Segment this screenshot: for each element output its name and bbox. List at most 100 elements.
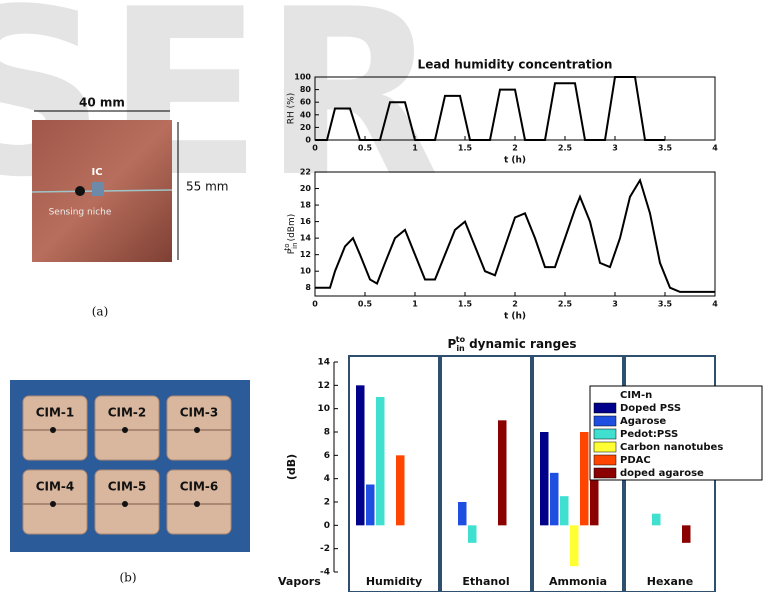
y-tick-label: 4 <box>324 474 330 484</box>
x-tick-label: 0 <box>312 300 318 309</box>
x-tick-label: 1.5 <box>458 300 473 309</box>
bar <box>540 432 549 526</box>
legend-label: PDAC <box>620 455 651 466</box>
module-dot <box>194 427 200 433</box>
y-tick-label: 80 <box>300 85 312 94</box>
y-tick-label: -2 <box>320 544 330 554</box>
ic-chip <box>92 182 104 196</box>
x-tick-label: 3 <box>612 300 618 309</box>
y-tick-label: 100 <box>294 73 311 82</box>
x-tick-label: Hexane <box>647 575 693 588</box>
module-dot <box>50 501 56 507</box>
bar <box>458 502 467 526</box>
category-box <box>440 355 532 592</box>
x-tick-label: Ethanol <box>462 575 509 588</box>
x-tick-label: 3.5 <box>658 300 673 309</box>
bar <box>366 484 375 526</box>
bar <box>498 420 507 526</box>
y-axis-label-part: to <box>283 243 291 250</box>
module-label: CIM-1 <box>36 406 75 420</box>
bar <box>560 496 569 526</box>
y-tick-label: 8 <box>324 428 330 438</box>
data-line <box>315 76 665 141</box>
bar <box>570 525 579 567</box>
x-tick-label: 1.5 <box>458 144 473 153</box>
y-tick-label: 2 <box>324 498 330 508</box>
panel-b: (b) CIM-1 CIM-2 CIM-3 CIM-4 CIM-5 CIM-6 <box>10 380 250 585</box>
legend-swatch <box>593 467 617 479</box>
y-tick-label: 0 <box>305 136 311 145</box>
x-tick-label: 2 <box>512 144 518 153</box>
x-tick-label: 2.5 <box>558 300 573 309</box>
module-dot <box>50 427 56 433</box>
bar <box>682 525 691 543</box>
legend-swatch <box>593 402 617 414</box>
y-axis-label: RH (%) <box>287 93 297 124</box>
y-tick-label: 18 <box>300 201 312 210</box>
legend-swatch <box>593 441 617 453</box>
module-label: CIM-3 <box>180 406 219 420</box>
y-tick-label: 16 <box>300 217 312 226</box>
legend-title: CIM-n <box>620 390 652 401</box>
width-label: 40 mm <box>79 96 125 110</box>
bar <box>396 455 405 526</box>
bar <box>356 385 365 526</box>
legend-swatch <box>593 428 617 440</box>
bar <box>652 513 661 526</box>
y-tick-label: 10 <box>317 404 330 414</box>
x-tick-label: 2 <box>512 300 518 309</box>
module-dot <box>122 501 128 507</box>
legend-swatch <box>593 415 617 427</box>
module-label: CIM-5 <box>108 480 147 494</box>
data-line <box>315 177 715 293</box>
legend-label: doped agarose <box>620 468 704 479</box>
ic-label: IC <box>91 167 102 178</box>
module-label: CIM-2 <box>108 406 147 420</box>
y-tick-label: 0 <box>324 521 330 531</box>
niche-label: Sensing niche <box>49 208 112 218</box>
sensing-niche <box>75 186 85 196</box>
legend-label: Agarose <box>620 416 666 427</box>
y-axis-label: (dB) <box>285 454 298 480</box>
bar <box>580 432 589 526</box>
x-axis-label: Vapors <box>278 575 321 588</box>
caption-a: (a) <box>92 305 109 319</box>
x-tick-label: 4 <box>712 300 718 309</box>
legend-label: Pedot:PSS <box>620 429 678 440</box>
bar <box>468 525 477 543</box>
y-axis-label-part: in <box>291 242 299 248</box>
y-tick-label: 12 <box>300 250 311 259</box>
y-axis-label-part: (dBm) <box>287 214 297 242</box>
bar <box>376 397 385 526</box>
chart-title: Lead humidity concentration <box>418 58 613 72</box>
caption-b: (b) <box>119 571 136 585</box>
y-axis-label: Pinto(dBm) <box>283 214 299 255</box>
y-tick-label: 10 <box>300 267 312 276</box>
x-axis-label: t (h) <box>504 156 526 166</box>
y-tick-label: 22 <box>300 168 311 177</box>
x-tick-label: 3 <box>612 144 618 153</box>
chart-title-part: in <box>456 344 465 353</box>
x-tick-label: 4 <box>712 144 718 153</box>
y-tick-label: 60 <box>300 98 312 107</box>
module-label: CIM-6 <box>180 480 219 494</box>
chart-title-part: dynamic ranges <box>469 337 576 351</box>
x-tick-label: 3.5 <box>658 144 673 153</box>
panel-a: 40 mm 55 mm IC Sensing niche (a) <box>31 96 228 319</box>
y-tick-label: 20 <box>300 184 312 193</box>
x-axis-label: t (h) <box>504 312 526 322</box>
legend-label: Carbon nanotubes <box>620 442 723 453</box>
chart-title-part: P <box>448 337 457 351</box>
y-tick-label: 40 <box>300 110 312 119</box>
chart-title: Pinto dynamic ranges <box>448 335 577 353</box>
x-tick-label: 0 <box>312 144 318 153</box>
x-tick-label: 1 <box>412 300 418 309</box>
module-dot <box>122 427 128 433</box>
x-tick-label: Humidity <box>366 575 422 588</box>
y-tick-label: 20 <box>300 123 312 132</box>
y-tick-label: 6 <box>324 451 330 461</box>
legend-box <box>589 385 763 481</box>
x-tick-label: 0.5 <box>358 300 373 309</box>
bar <box>550 472 559 526</box>
legend-swatch <box>593 454 617 466</box>
